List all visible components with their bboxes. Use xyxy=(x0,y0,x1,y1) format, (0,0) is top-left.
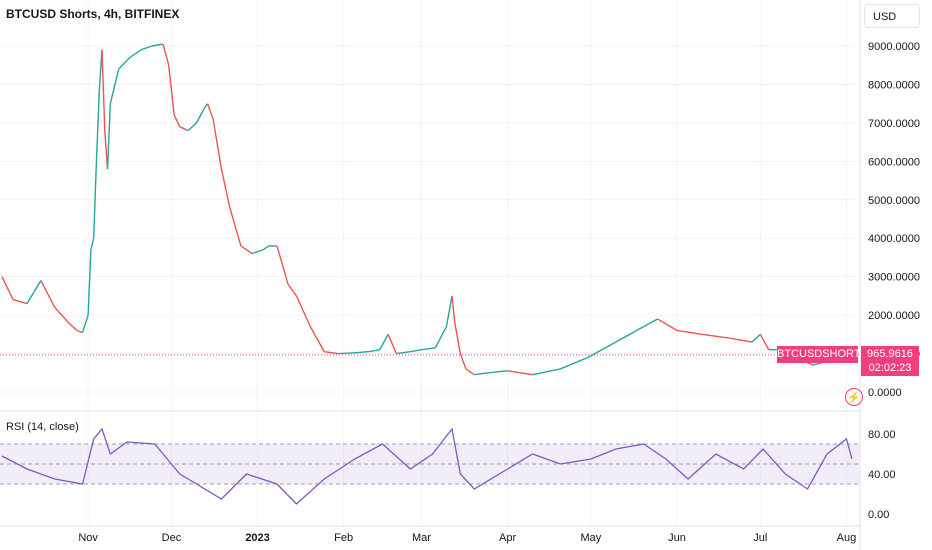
price-axis-tick: 5000.0000 xyxy=(868,195,920,207)
price-axis-tick: 0.0000 xyxy=(868,387,902,399)
price-segment xyxy=(421,347,436,351)
price-axis-tick: 3000.0000 xyxy=(868,272,920,284)
time-axis-tick: Jul xyxy=(753,532,767,544)
price-segment xyxy=(140,45,153,51)
price-segment xyxy=(759,333,770,351)
rsi-indicator-label[interactable]: RSI (14, close) xyxy=(6,421,79,433)
price-segment xyxy=(387,334,398,354)
price-segment xyxy=(751,333,761,343)
price-segment xyxy=(276,245,289,285)
price-segment xyxy=(109,68,120,104)
price-segment xyxy=(151,43,164,47)
price-segment xyxy=(445,295,453,327)
price-segment xyxy=(354,350,369,354)
price-segment xyxy=(104,130,109,170)
price-segment xyxy=(474,372,489,376)
time-axis-tick: 2023 xyxy=(245,532,269,544)
last-price-value: 965.9616 xyxy=(867,348,913,360)
price-segment xyxy=(368,349,380,353)
time-axis-tick: Apr xyxy=(499,532,516,544)
bar-countdown: 02:02:23 xyxy=(868,362,912,374)
price-segment xyxy=(396,350,411,355)
price-axis-tick: 9000.0000 xyxy=(868,41,920,53)
price-segment xyxy=(167,65,175,116)
price-segment xyxy=(451,295,456,323)
price-segment xyxy=(220,168,231,208)
time-axis-tick: Dec xyxy=(162,532,182,544)
price-segment xyxy=(87,249,92,316)
price-segment xyxy=(701,333,730,339)
time-axis-tick: Mar xyxy=(412,532,431,544)
price-segment xyxy=(454,322,462,354)
price-segment xyxy=(560,356,589,370)
price-segment xyxy=(262,245,270,251)
price-segment xyxy=(410,349,422,353)
price-segment xyxy=(507,370,533,376)
price-segment xyxy=(90,238,95,250)
price-axis-tick: 6000.0000 xyxy=(868,156,920,168)
price-segment xyxy=(1,276,14,301)
rsi-axis-tick: 40.00 xyxy=(868,469,896,481)
price-segment xyxy=(162,43,170,66)
price-segment xyxy=(309,326,325,352)
chart-title: BTCUSD Shorts, 4h, BITFINEX xyxy=(6,7,180,21)
price-segment xyxy=(68,322,78,332)
rsi-series-line xyxy=(1,427,853,505)
price-segment xyxy=(379,333,389,351)
price-segment xyxy=(729,337,753,343)
time-axis-tick: May xyxy=(580,532,601,544)
price-segment xyxy=(240,245,253,255)
price-segment xyxy=(229,207,242,247)
price-segment xyxy=(287,283,298,297)
price-segment xyxy=(106,103,112,170)
price-segment xyxy=(643,318,658,328)
price-segment xyxy=(488,370,508,374)
price-segment xyxy=(101,49,106,131)
price-segment xyxy=(81,314,89,333)
rsi-axis-tick: 80.00 xyxy=(868,429,896,441)
price-segment xyxy=(95,92,100,162)
price-segment xyxy=(676,329,703,336)
price-segment xyxy=(118,57,131,70)
time-axis-tick: Aug xyxy=(837,532,857,544)
price-segment xyxy=(615,326,645,343)
price-segment xyxy=(195,107,206,124)
last-price-tag: 965.9616 02:02:23 xyxy=(861,346,919,376)
price-axis-tick: 4000.0000 xyxy=(868,233,920,245)
price-segment xyxy=(324,350,339,355)
price-segment xyxy=(587,341,617,359)
price-segment xyxy=(92,161,98,239)
currency-selector[interactable]: USD xyxy=(864,4,920,28)
price-axis-tick: 8000.0000 xyxy=(868,79,920,91)
price-segment xyxy=(206,103,214,120)
price-segment xyxy=(295,295,311,327)
price-segment xyxy=(657,318,678,332)
price-axis-tick: 7000.0000 xyxy=(868,118,920,130)
price-segment xyxy=(129,49,142,59)
rsi-axis-tick: 0.00 xyxy=(868,509,889,521)
price-axis-tick: 2000.0000 xyxy=(868,310,920,322)
price-segment xyxy=(251,249,264,255)
price-segment xyxy=(434,326,448,349)
lightning-icon[interactable]: ⚡ xyxy=(845,388,863,406)
price-segment xyxy=(465,368,475,376)
time-axis-tick: Jun xyxy=(668,532,686,544)
price-segment xyxy=(532,368,561,376)
price-segment xyxy=(76,329,83,334)
price-segment xyxy=(212,118,223,170)
price-segment xyxy=(40,280,56,308)
price-segment xyxy=(459,353,467,370)
price-segment xyxy=(26,280,42,304)
price-segment xyxy=(187,122,197,132)
price-segment xyxy=(173,114,181,128)
time-axis-tick: Nov xyxy=(78,532,98,544)
time-axis-tick: Feb xyxy=(334,532,353,544)
price-segment xyxy=(54,306,70,324)
price-segment xyxy=(338,352,355,355)
price-segment xyxy=(179,126,189,132)
price-segment xyxy=(98,49,103,93)
symbol-price-tag: BTCUSDSHORTS xyxy=(777,346,868,363)
price-segment xyxy=(12,299,28,305)
